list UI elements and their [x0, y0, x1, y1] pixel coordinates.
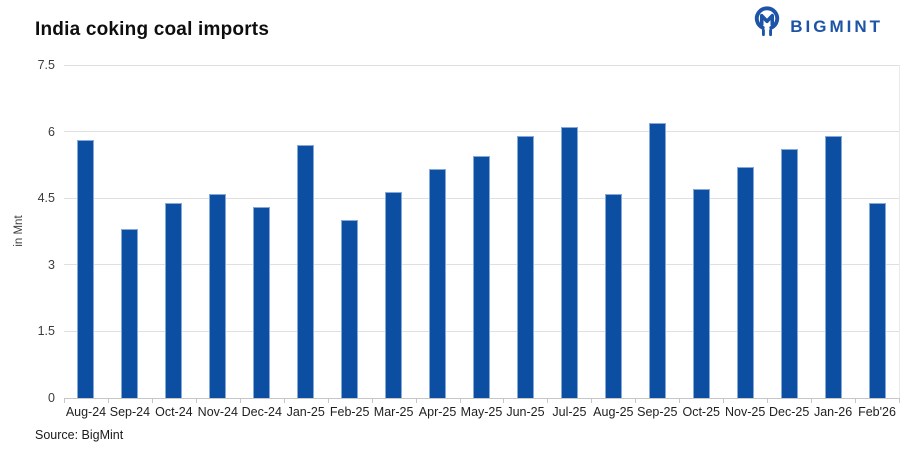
y-axis-title: in Mnt [13, 215, 25, 247]
x-tick-label: Jan-26 [813, 405, 853, 419]
plot-right-border [899, 65, 900, 398]
bar-Feb'26 [868, 202, 886, 398]
x-axis-tick [64, 399, 65, 403]
x-tick-label: Sep-25 [637, 405, 678, 419]
x-axis-tick [679, 399, 681, 403]
x-axis-tick [899, 399, 900, 403]
bar-Jun-25 [516, 136, 534, 398]
x-axis-tick [151, 399, 153, 403]
x-axis-tick [415, 399, 417, 403]
x-axis-tick [767, 399, 769, 403]
x-axis-tick [811, 399, 813, 403]
x-axis-tick [327, 399, 329, 403]
x-axis-tick [855, 399, 857, 403]
bar-Jul-25 [560, 127, 578, 398]
x-axis-tick [591, 399, 593, 403]
x-axis-tick [283, 399, 285, 403]
bar-Jan-25 [297, 144, 315, 398]
bar-Jan-26 [824, 136, 842, 398]
x-tick-label: Apr-25 [418, 405, 457, 419]
x-axis-line [64, 398, 900, 399]
x-tick-label: Dec-24 [241, 405, 282, 419]
x-axis-tick [195, 399, 197, 403]
x-tick-label: Feb-25 [329, 405, 370, 419]
bigmint-logo: BIGMINT [750, 5, 883, 48]
chart-title: India coking coal imports [35, 19, 270, 40]
bar-Mar-25 [385, 191, 403, 398]
bigmint-logo-icon [750, 5, 784, 48]
x-axis-tick [635, 399, 637, 403]
bar-Nov-24 [209, 193, 227, 398]
source-note: Source: BigMint [35, 428, 124, 442]
x-axis-tick [723, 399, 725, 403]
bar-Sep-24 [121, 229, 139, 398]
x-axis-tick [239, 399, 241, 403]
y-tick-label: 7.5 [37, 58, 55, 72]
x-tick-label: May-25 [460, 405, 503, 419]
x-tick-label: Aug-24 [65, 405, 107, 419]
bar-Nov-25 [736, 167, 754, 398]
x-tick-label: Jan-25 [286, 405, 325, 419]
x-tick-label: Feb'26 [858, 405, 896, 419]
gridline [64, 64, 899, 66]
bar-Oct-24 [165, 202, 183, 398]
x-axis-tick [503, 399, 505, 403]
bar-Feb-25 [341, 220, 359, 398]
x-tick-label: Jul-25 [552, 405, 587, 419]
x-axis-tick [107, 399, 109, 403]
y-tick-label: 3 [48, 257, 55, 272]
bigmint-logo-text: BIGMINT [790, 16, 883, 36]
x-tick-label: Sep-24 [109, 405, 151, 419]
bar-Aug-25 [604, 193, 622, 398]
gridline [64, 131, 899, 133]
bar-Aug-24 [77, 140, 95, 398]
x-tick-label: Nov-25 [725, 405, 766, 419]
x-tick-label: Oct-24 [155, 405, 193, 419]
y-tick-label: 4.5 [37, 191, 55, 206]
bar-Sep-25 [648, 122, 666, 398]
bar-May-25 [473, 156, 490, 398]
x-tick-label: Jun-25 [506, 405, 545, 419]
y-tick-label: 0 [48, 391, 55, 405]
y-tick-label: 6 [48, 124, 55, 139]
y-tick-label: 1.5 [37, 324, 55, 339]
x-tick-label: Oct-25 [682, 405, 720, 419]
x-axis-tick [547, 399, 549, 403]
bar-Dec-24 [253, 207, 271, 398]
x-axis-tick [459, 399, 461, 403]
x-tick-label: Dec-25 [768, 405, 810, 419]
x-tick-label: Mar-25 [373, 405, 414, 419]
x-tick-label: Aug-25 [593, 405, 634, 419]
x-axis-tick [371, 399, 373, 403]
bar-Oct-25 [692, 189, 710, 398]
bar-Dec-25 [780, 149, 798, 398]
bar-Apr-25 [429, 169, 447, 398]
x-tick-label: Nov-24 [197, 405, 238, 419]
